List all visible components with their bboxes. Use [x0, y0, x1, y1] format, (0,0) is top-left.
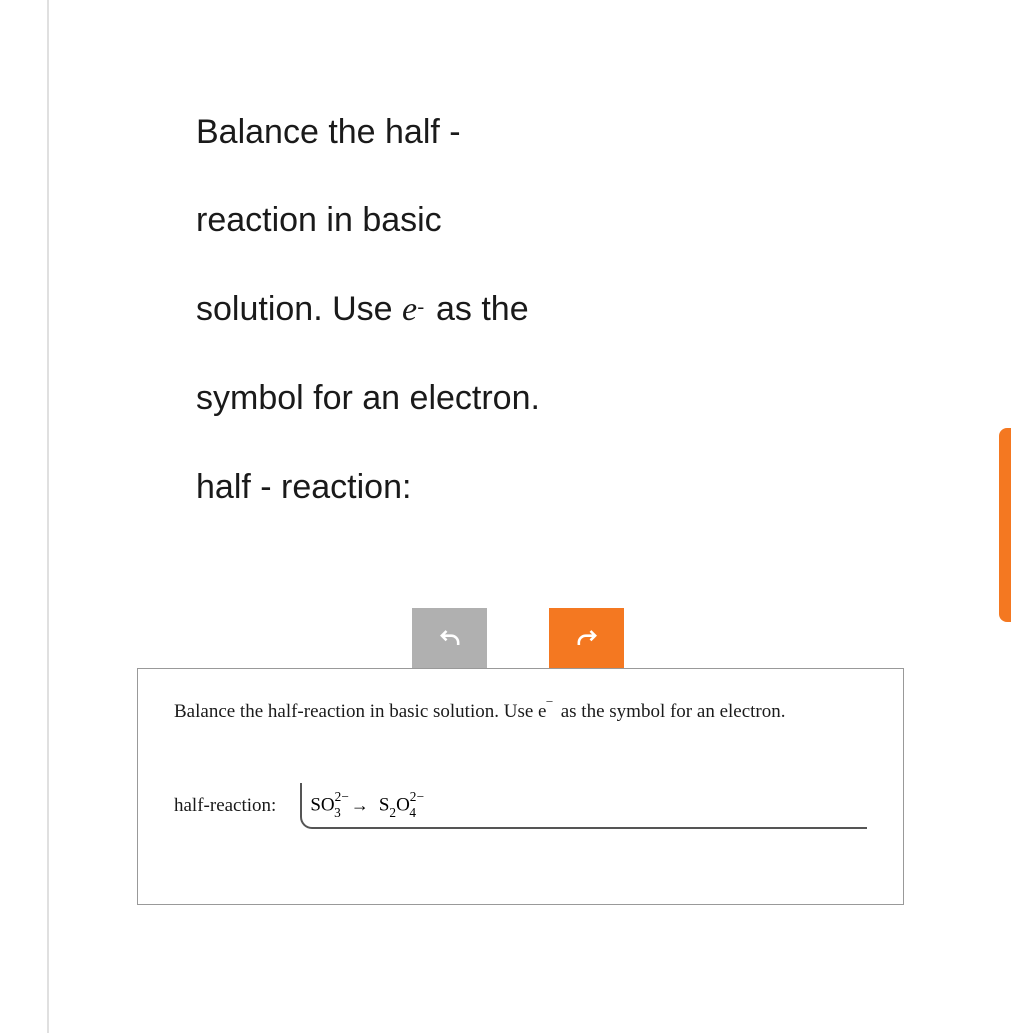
question-line2: reaction in basic [196, 201, 442, 239]
redo-button[interactable] [549, 608, 624, 668]
input-row: half-reaction: SO2−3 → S2O2−4 [174, 783, 867, 829]
side-tab[interactable] [999, 428, 1011, 622]
product: S2O2−4 [379, 791, 416, 819]
electron-minus: - [417, 281, 424, 334]
undo-icon [436, 624, 464, 652]
answer-box: Balance the half-reaction in basic solut… [137, 668, 904, 905]
question-line5: half - reaction: [196, 468, 411, 506]
reaction-arrow: → [351, 795, 369, 816]
question-line3-pre: solution. Use [196, 290, 402, 328]
question-line3-post: as the [427, 290, 529, 328]
electron-symbol: e- [402, 291, 417, 328]
button-row [412, 608, 624, 668]
question-line1: Balance the half - [196, 113, 461, 151]
half-reaction-label: half-reaction: [174, 795, 276, 817]
half-reaction-input[interactable]: SO2−3 → S2O2−4 [300, 783, 867, 829]
question-line4: symbol for an electron. [196, 379, 540, 417]
redo-icon [573, 624, 601, 652]
answer-prompt: Balance the half-reaction in basic solut… [174, 701, 867, 723]
formula-content: SO2−3 → S2O2−4 [310, 791, 416, 819]
left-divider [47, 0, 49, 1033]
undo-button[interactable] [412, 608, 487, 668]
reactant: SO2−3 [310, 791, 340, 819]
question-text: Balance the half - reaction in basic sol… [196, 88, 696, 531]
